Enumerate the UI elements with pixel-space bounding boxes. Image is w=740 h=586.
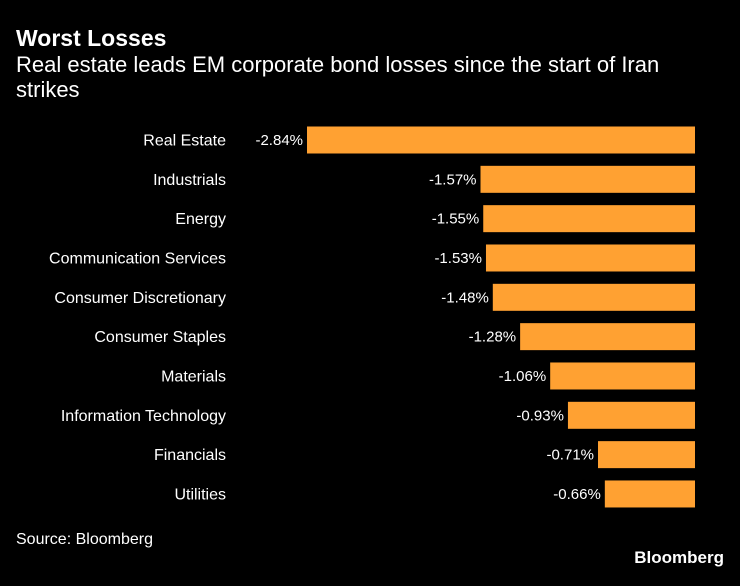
value-label: -1.55% (432, 211, 480, 228)
category-label: Energy (175, 211, 226, 228)
bar (598, 441, 695, 469)
value-label: -0.71% (546, 447, 594, 464)
bar (550, 362, 695, 390)
bar-row: Energy -1.55% (175, 205, 695, 233)
value-label: -1.53% (434, 250, 482, 267)
bar-row: Communication Services -1.53% (49, 244, 695, 272)
bar (485, 244, 695, 272)
category-label: Utilities (174, 486, 226, 503)
bar (307, 126, 695, 154)
bar-row: Materials -1.06% (161, 362, 695, 390)
value-label: -0.93% (516, 407, 564, 424)
category-label: Real Estate (143, 133, 226, 150)
bar (520, 323, 695, 351)
bar-row: Utilities -0.66% (174, 480, 695, 508)
bar-row: Financials -0.71% (154, 441, 695, 469)
category-label: Information Technology (61, 408, 226, 425)
bar-row: Consumer Staples -1.28% (94, 323, 695, 351)
bar (492, 283, 695, 311)
bar (604, 480, 695, 508)
bar-row: Real Estate -2.84% (143, 126, 695, 154)
category-label: Consumer Discretionary (54, 290, 226, 307)
bar (567, 401, 695, 429)
category-label: Industrials (153, 172, 226, 189)
category-label: Communication Services (49, 250, 226, 267)
category-label: Materials (161, 368, 226, 385)
bar (480, 165, 695, 193)
category-label: Consumer Staples (94, 329, 226, 346)
chart-title: Worst Losses (16, 25, 167, 51)
value-label: -1.57% (429, 171, 477, 188)
bar-row: Information Technology -0.93% (61, 401, 695, 429)
bar-row: Industrials -1.57% (153, 165, 695, 193)
value-label: -1.48% (441, 289, 489, 306)
bloomberg-logo: Bloomberg (634, 548, 724, 567)
source-note: Source: Bloomberg (16, 531, 153, 548)
category-label: Financials (154, 447, 226, 464)
value-label: -1.28% (469, 329, 517, 346)
value-label: -0.66% (553, 486, 601, 503)
value-label: -2.84% (255, 132, 303, 149)
chart-subtitle: Real estate leads EM corporate bond loss… (16, 52, 660, 102)
bar (483, 205, 695, 233)
bar-row: Consumer Discretionary -1.48% (54, 283, 695, 311)
value-label: -1.06% (499, 368, 547, 385)
